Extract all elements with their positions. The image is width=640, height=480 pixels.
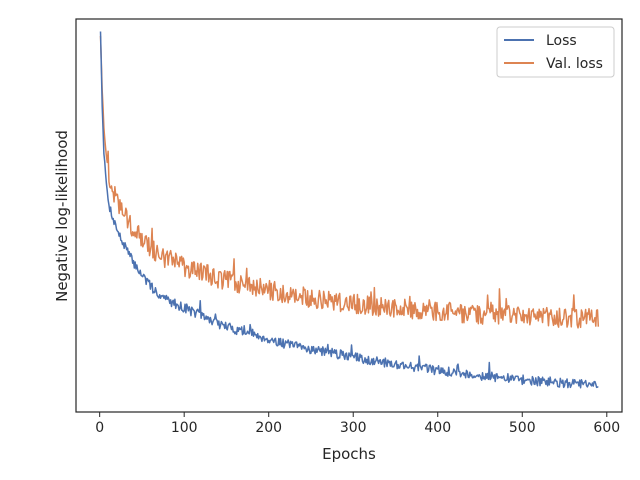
x-tick-label: 200 [255,420,282,436]
plot-frame [75,18,623,413]
y-axis-label: Negative log-likelihood [53,130,71,302]
x-tick-label: 400 [424,420,451,436]
x-tick-label: 100 [171,420,198,436]
legend-label-val-loss: Val. loss [546,56,603,72]
x-axis-label: Epochs [322,445,376,463]
x-tick-label: 600 [593,420,620,436]
x-axis: 0 100 200 300 400 500 600 [95,412,620,436]
series-line-loss [99,31,599,389]
plot-layer [99,31,600,389]
x-tick-label: 300 [340,420,367,436]
x-tick-label: 500 [509,420,536,436]
x-tick-label: 0 [95,420,104,436]
series-line-val-loss [99,35,600,329]
legend: Loss Val. loss [496,26,615,78]
legend-label-loss: Loss [546,33,577,49]
